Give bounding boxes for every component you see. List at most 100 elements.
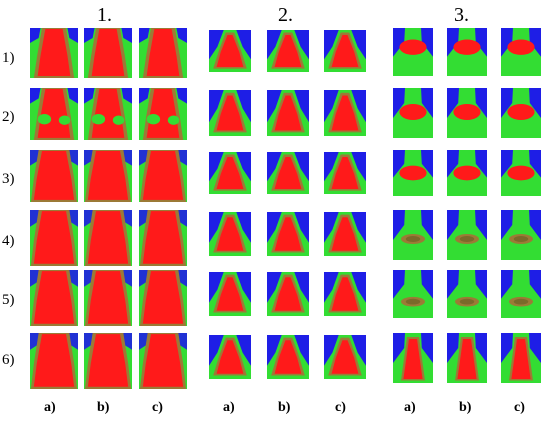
heatmap-image [30, 28, 78, 78]
heatmap-panel-g1-r3-c [139, 150, 187, 202]
heatmap-panel-g1-r4-b [84, 210, 132, 266]
heatmap-panel-g3-r1-c [501, 28, 541, 76]
heatmap-image [267, 90, 309, 136]
heatmap-panel-g1-r1-a [30, 28, 78, 78]
heatmap-image [393, 333, 433, 383]
heatmap-image [324, 30, 366, 72]
heatmap-panel-g3-r6-b [447, 333, 487, 383]
heatmap-image [84, 28, 132, 78]
heatmap-image [393, 210, 433, 260]
heatmap-image [447, 88, 487, 138]
heatmap-image [209, 90, 251, 136]
heatmap-image [447, 150, 487, 196]
heatmap-image [447, 28, 487, 76]
heatmap-image [267, 335, 309, 379]
heatmap-panel-g1-r1-b [84, 28, 132, 78]
heatmap-panel-g2-r6-a [209, 335, 251, 379]
heatmap-image [501, 333, 541, 383]
group-title-2: 2. [278, 4, 293, 26]
heatmap-image [209, 212, 251, 256]
heatmap-image [84, 88, 132, 140]
heatmap-panel-g1-r2-b [84, 88, 132, 140]
col-label-g2-a: a) [223, 400, 235, 415]
heatmap-image [447, 333, 487, 383]
heatmap-panel-g1-r3-a [30, 150, 78, 202]
heatmap-panel-g1-r3-b [84, 150, 132, 202]
heatmap-image [501, 88, 541, 138]
heatmap-panel-g2-r5-c [324, 272, 366, 316]
heatmap-image [324, 90, 366, 136]
heatmap-panel-g2-r2-a [209, 90, 251, 136]
heatmap-panel-g1-r6-a [30, 333, 78, 389]
heatmap-image [447, 210, 487, 260]
heatmap-image [139, 28, 187, 78]
heatmap-image [324, 335, 366, 379]
heatmap-panel-g2-r3-b [267, 152, 309, 194]
heatmap-panel-g3-r2-b [447, 88, 487, 138]
heatmap-image [84, 333, 132, 389]
heatmap-panel-g2-r1-c [324, 30, 366, 72]
col-label-g1-b: b) [97, 400, 110, 415]
row-label-3: 3) [2, 171, 15, 187]
heatmap-panel-g1-r6-c [139, 333, 187, 389]
col-label-g3-b: b) [459, 400, 472, 415]
col-label-g2-b: b) [278, 400, 291, 415]
heatmap-panel-g2-r5-a [209, 272, 251, 316]
heatmap-panel-g3-r3-c [501, 150, 541, 196]
heatmap-panel-g1-r6-b [84, 333, 132, 389]
heatmap-panel-g3-r4-c [501, 210, 541, 260]
heatmap-panel-g2-r6-b [267, 335, 309, 379]
heatmap-panel-g1-r5-c [139, 270, 187, 326]
group-title-3: 3. [454, 4, 469, 26]
heatmap-image [393, 88, 433, 138]
heatmap-panel-g3-r4-b [447, 210, 487, 260]
heatmap-image [209, 152, 251, 194]
heatmap-image [501, 150, 541, 196]
heatmap-image [84, 150, 132, 202]
heatmap-image [324, 272, 366, 316]
col-label-g3-a: a) [404, 400, 416, 415]
heatmap-panel-g3-r3-a [393, 150, 433, 196]
heatmap-panel-g2-r4-c [324, 212, 366, 256]
heatmap-panel-g3-r2-c [501, 88, 541, 138]
heatmap-panel-g1-r1-c [139, 28, 187, 78]
heatmap-panel-g2-r5-b [267, 272, 309, 316]
heatmap-image [267, 30, 309, 72]
heatmap-panel-g3-r2-a [393, 88, 433, 138]
heatmap-panel-g3-r1-b [447, 28, 487, 76]
heatmap-image [30, 333, 78, 389]
heatmap-panel-g2-r2-b [267, 90, 309, 136]
heatmap-panel-g3-r6-c [501, 333, 541, 383]
heatmap-panel-g2-r1-a [209, 30, 251, 72]
heatmap-image [30, 150, 78, 202]
row-label-6: 6) [2, 352, 15, 368]
heatmap-panel-g1-r4-c [139, 210, 187, 266]
heatmap-image [209, 272, 251, 316]
heatmap-panel-g3-r4-a [393, 210, 433, 260]
heatmap-image [139, 333, 187, 389]
heatmap-panel-g1-r2-c [139, 88, 187, 140]
heatmap-panel-g3-r1-a [393, 28, 433, 76]
row-label-5: 5) [2, 292, 15, 308]
heatmap-image [501, 270, 541, 318]
group-title-1: 1. [97, 4, 112, 26]
col-label-g2-c: c) [335, 400, 346, 415]
heatmap-image [84, 270, 132, 326]
heatmap-image [139, 270, 187, 326]
heatmap-panel-g2-r4-b [267, 212, 309, 256]
heatmap-panel-g3-r5-a [393, 270, 433, 318]
heatmap-image [30, 210, 78, 266]
heatmap-panel-g3-r5-b [447, 270, 487, 318]
col-label-g1-a: a) [44, 400, 56, 415]
heatmap-panel-g3-r3-b [447, 150, 487, 196]
heatmap-panel-g1-r5-b [84, 270, 132, 326]
heatmap-image [84, 210, 132, 266]
heatmap-image [30, 270, 78, 326]
heatmap-image [501, 28, 541, 76]
heatmap-panel-g2-r3-c [324, 152, 366, 194]
heatmap-image [501, 210, 541, 260]
heatmap-image [393, 270, 433, 318]
heatmap-image [393, 150, 433, 196]
heatmap-panel-g2-r6-c [324, 335, 366, 379]
heatmap-panel-g3-r6-a [393, 333, 433, 383]
